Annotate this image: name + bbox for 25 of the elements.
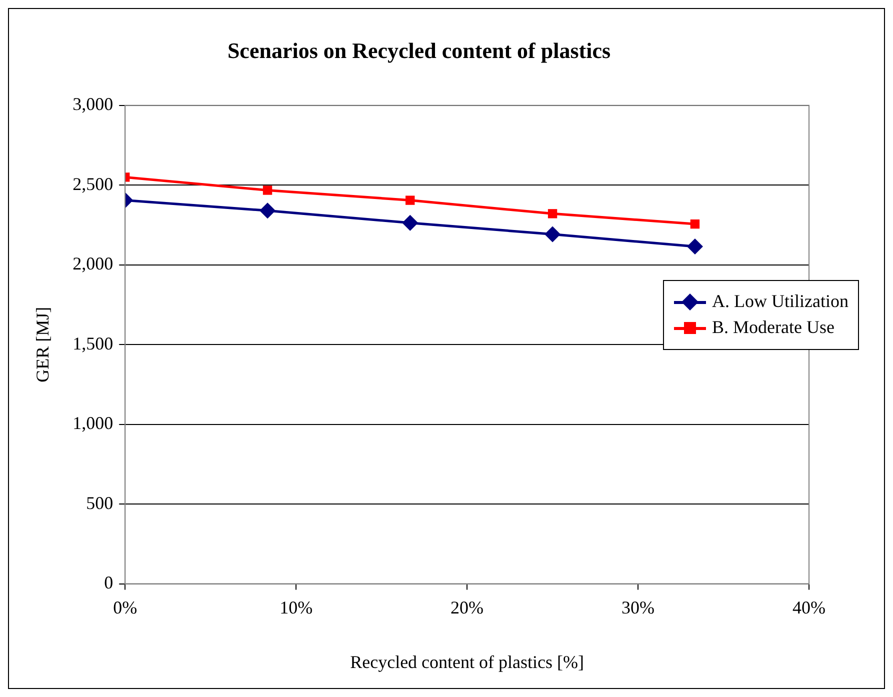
y-tick-label: 2,500 <box>72 174 114 194</box>
legend-label: B. Moderate Use <box>712 317 834 338</box>
x-axis-title: Recycled content of plastics [%] <box>350 652 584 672</box>
x-tick-label: 20% <box>450 597 484 618</box>
point <box>686 238 703 255</box>
y-axis-title: GER [MJ] <box>32 306 53 382</box>
y-tick-label: 2,000 <box>72 254 114 274</box>
y-tick-label: 500 <box>86 492 114 513</box>
y-tick-label: 0 <box>104 572 114 593</box>
point <box>262 186 272 195</box>
x-tick-label: 40% <box>792 597 826 618</box>
point <box>548 209 558 218</box>
point <box>406 196 415 205</box>
point <box>690 219 700 229</box>
point <box>544 226 561 242</box>
y-tick-label: 1,500 <box>72 333 114 354</box>
x-tick-label: 30% <box>622 597 655 618</box>
x-tick-label: 10% <box>280 597 313 618</box>
point <box>260 202 276 219</box>
chart-title: Scenarios on Recycled content of plastics <box>227 38 611 63</box>
x-tick-label: 0% <box>113 597 138 618</box>
y-tick-label: 1,000 <box>72 413 114 434</box>
point <box>402 214 418 231</box>
y-tick-label: 3,000 <box>72 94 114 114</box>
legend-label: A. Low Utilization <box>712 291 848 312</box>
